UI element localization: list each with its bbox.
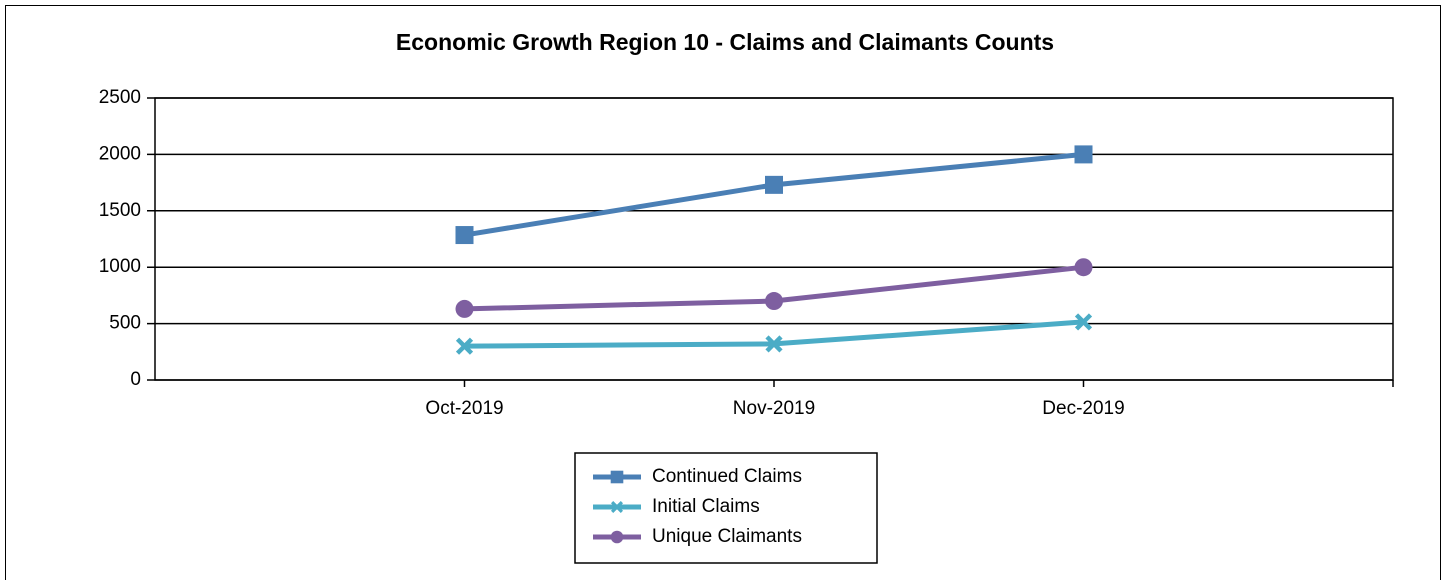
y-tick-label: 1500 bbox=[99, 200, 141, 221]
chart-title: Economic Growth Region 10 - Claims and C… bbox=[396, 29, 1054, 55]
y-tick-label: 2000 bbox=[99, 143, 141, 164]
data-point bbox=[455, 299, 474, 318]
data-point bbox=[1074, 258, 1093, 277]
data-point bbox=[765, 335, 783, 353]
y-tick-label: 2500 bbox=[99, 87, 141, 108]
x-tick-label: Dec-2019 bbox=[1042, 398, 1124, 419]
y-tick-label: 500 bbox=[109, 313, 141, 334]
legend-marker bbox=[610, 470, 624, 484]
legend-marker bbox=[610, 530, 624, 544]
legend-label: Continued Claims bbox=[652, 466, 802, 487]
legend-label: Initial Claims bbox=[652, 496, 760, 517]
legend-label: Unique Claimants bbox=[652, 526, 802, 547]
legend-marker bbox=[610, 500, 624, 514]
data-point bbox=[455, 337, 474, 355]
data-point bbox=[765, 175, 783, 194]
x-tick-label: Oct-2019 bbox=[425, 398, 503, 419]
data-point bbox=[1074, 145, 1093, 164]
data-point bbox=[765, 292, 783, 311]
x-tick-label: Nov-2019 bbox=[733, 398, 815, 419]
y-tick-label: 0 bbox=[130, 369, 141, 390]
y-tick-label: 1000 bbox=[99, 256, 141, 277]
data-point bbox=[455, 226, 474, 245]
data-point bbox=[1074, 313, 1093, 331]
